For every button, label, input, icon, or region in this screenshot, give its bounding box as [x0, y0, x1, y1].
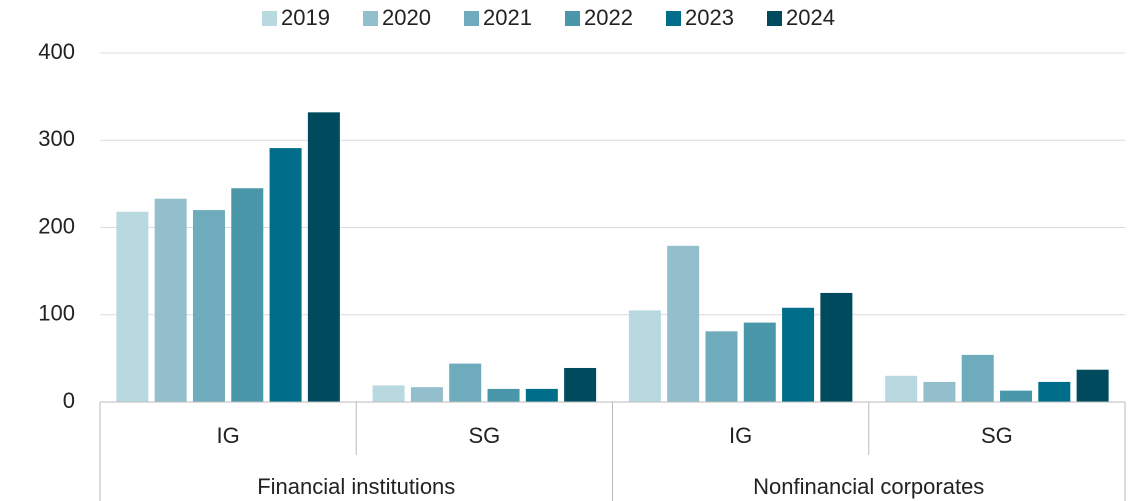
bar: [820, 292, 853, 402]
legend-label: 2020: [382, 5, 431, 30]
x-tick-label: SG: [981, 423, 1013, 448]
x-tick-label: IG: [217, 423, 240, 448]
bar: [564, 367, 597, 402]
bar: [705, 331, 738, 402]
y-tick-label: 0: [63, 388, 75, 413]
bar: [154, 198, 187, 402]
bar: [1000, 390, 1033, 402]
bar: [923, 381, 956, 402]
legend-swatch: [363, 11, 378, 26]
legend-swatch: [666, 11, 681, 26]
bar: [116, 211, 149, 402]
group-label: Nonfinancial corporates: [753, 474, 984, 499]
bar: [1038, 381, 1071, 402]
bar: [269, 148, 302, 402]
legend-swatch: [262, 11, 277, 26]
bar: [487, 388, 520, 402]
bar: [525, 388, 558, 402]
bar: [667, 245, 700, 402]
legend-label: 2023: [685, 5, 734, 30]
x-tick-label: IG: [729, 423, 752, 448]
bar: [1076, 369, 1109, 402]
bar: [743, 322, 776, 402]
x-tick-label: SG: [468, 423, 500, 448]
bar: [961, 354, 994, 402]
legend-label: 2019: [281, 5, 330, 30]
bar: [372, 385, 405, 402]
bar: [410, 387, 443, 402]
bar: [307, 112, 340, 402]
y-tick-label: 200: [38, 213, 75, 238]
bar: [782, 307, 815, 402]
y-tick-label: 400: [38, 39, 75, 64]
legend-label: 2024: [786, 5, 835, 30]
legend-label: 2021: [483, 5, 532, 30]
group-label: Financial institutions: [257, 474, 455, 499]
legend-swatch: [565, 11, 580, 26]
legend-label: 2022: [584, 5, 633, 30]
y-tick-label: 100: [38, 301, 75, 326]
bar: [885, 375, 918, 402]
bar: [231, 188, 264, 402]
bar: [449, 363, 482, 402]
legend-swatch: [767, 11, 782, 26]
bar: [628, 310, 661, 402]
legend-swatch: [464, 11, 479, 26]
y-tick-label: 300: [38, 126, 75, 151]
bar: [192, 210, 225, 402]
